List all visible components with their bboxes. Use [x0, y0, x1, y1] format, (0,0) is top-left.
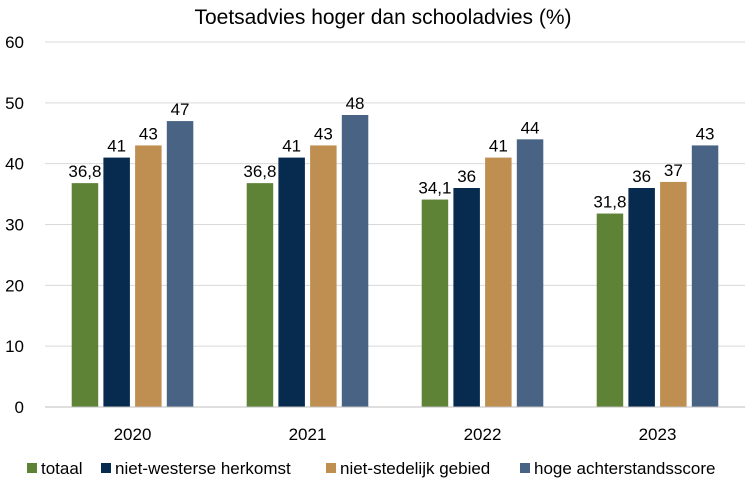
y-tick-label: 30 [5, 216, 24, 235]
x-tick-label: 2020 [114, 425, 152, 444]
data-label: 31,8 [593, 193, 626, 212]
x-tick-label: 2023 [639, 425, 677, 444]
bar-niet-stedelijk-gebied-2020 [135, 145, 162, 407]
bar-hoge-achterstandsscore-2022 [516, 139, 544, 408]
legend-label: totaal [41, 459, 83, 478]
bar-totaal-2020 [71, 183, 99, 407]
bar-niet-westerse-herkomst-2020 [103, 157, 130, 407]
bar-hoge-achterstandsscore-2023 [691, 145, 719, 407]
bar-niet-westerse-herkomst-2023 [628, 188, 655, 407]
bar-niet-stedelijk-gebied-2023 [660, 181, 687, 407]
legend-label: hoge achterstandsscore [534, 459, 715, 478]
x-tick-label: 2021 [289, 425, 327, 444]
y-tick-label: 50 [5, 94, 24, 113]
data-label: 36,8 [243, 162, 276, 181]
legend-swatch [27, 463, 37, 473]
bar-totaal-2023 [596, 213, 624, 407]
data-label: 37 [664, 161, 683, 180]
data-label: 43 [314, 124, 333, 143]
y-tick-label: 40 [5, 155, 24, 174]
y-tick-label: 10 [5, 337, 24, 356]
legend-swatch [520, 463, 530, 473]
legend-label: niet-westerse herkomst [115, 459, 291, 478]
legend-label: niet-stedelijk gebied [340, 459, 490, 478]
data-label: 41 [107, 137, 126, 156]
data-label: 41 [282, 137, 301, 156]
legend: totaal niet-westerse herkomst niet-stedeli… [27, 459, 715, 478]
bar-niet-westerse-herkomst-2021 [278, 157, 305, 407]
bar-totaal-2022 [421, 199, 449, 407]
data-label: 43 [696, 124, 715, 143]
bar-niet-stedelijk-gebied-2021 [310, 145, 337, 407]
data-label: 43 [139, 124, 158, 143]
bar-hoge-achterstandsscore-2021 [341, 115, 369, 407]
x-axis-ticks: 2020 2021 2022 2023 [114, 425, 677, 444]
y-tick-label: 20 [5, 276, 24, 295]
data-label: 44 [521, 118, 540, 137]
bar-hoge-achterstandsscore-2020 [166, 121, 194, 407]
data-label: 36 [632, 167, 651, 186]
data-label: 48 [346, 94, 365, 113]
y-axis-ticks: 0 10 20 30 40 50 60 [5, 33, 24, 417]
gridlines [45, 41, 745, 347]
data-label: 34,1 [418, 179, 451, 198]
data-label: 41 [489, 137, 508, 156]
data-label: 36 [457, 167, 476, 186]
chart-title: Toetsadvies hoger dan schooladvies (%) [194, 6, 571, 29]
x-tick-label: 2022 [464, 425, 502, 444]
bar-niet-stedelijk-gebied-2022 [485, 157, 512, 407]
bar-niet-westerse-herkomst-2022 [453, 188, 480, 407]
data-label: 36,8 [68, 162, 101, 181]
y-tick-label: 60 [5, 33, 24, 52]
legend-swatch [101, 463, 111, 473]
bars [71, 115, 719, 408]
data-label: 47 [171, 100, 190, 119]
data-labels: 36,8 41 43 47 36,8 41 43 48 34,1 36 41 44 31,8 36 37 43 [68, 94, 714, 212]
legend-swatch [326, 463, 336, 473]
y-tick-label: 0 [15, 398, 24, 417]
bar-totaal-2021 [246, 183, 274, 407]
